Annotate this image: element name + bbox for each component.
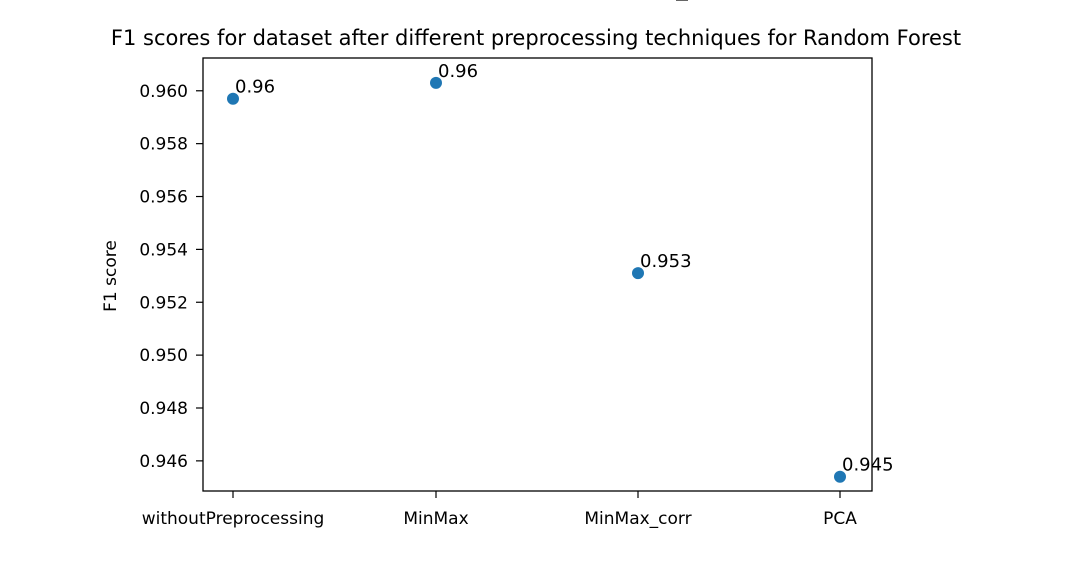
y-tick-label: 0.946	[139, 452, 188, 472]
point-value-label: 0.96	[235, 77, 275, 98]
y-tick-label: 0.950	[139, 346, 188, 366]
scatter-point	[632, 267, 644, 280]
y-tick-label: 0.954	[139, 240, 188, 260]
x-axis: withoutPreprocessing MinMax MinMax_corr PCA	[142, 491, 857, 529]
y-tick-label: 0.960	[139, 82, 188, 102]
x-tick-label: MinMax	[403, 509, 468, 529]
x-tick-label: MinMax_corr	[584, 509, 691, 529]
scatter-point	[227, 92, 239, 105]
y-tick-label: 0.952	[139, 293, 188, 313]
scatter-point	[834, 470, 846, 483]
y-tick-label: 0.948	[139, 399, 188, 419]
plot-area-frame	[202, 57, 873, 492]
x-tick-label: PCA	[823, 509, 857, 529]
chart-title: F1 scores for dataset after different pr…	[111, 26, 961, 50]
y-axis-label: F1 score	[101, 240, 121, 312]
data-points	[227, 76, 846, 483]
point-value-label: 0.953	[640, 251, 692, 272]
y-tick-label: 0.956	[139, 188, 188, 208]
x-tick-label: withoutPreprocessing	[142, 509, 325, 529]
point-value-label: 0.945	[842, 455, 894, 476]
point-value-label: 0.96	[438, 61, 478, 82]
y-axis: 0.946 0.948 0.950 0.952 0.954 0.956 0.958 0.960	[139, 82, 203, 472]
scatter-point	[430, 76, 442, 89]
y-tick-label: 0.958	[139, 135, 188, 155]
data-point-labels: 0.96 0.96 0.953 0.945	[235, 61, 894, 476]
